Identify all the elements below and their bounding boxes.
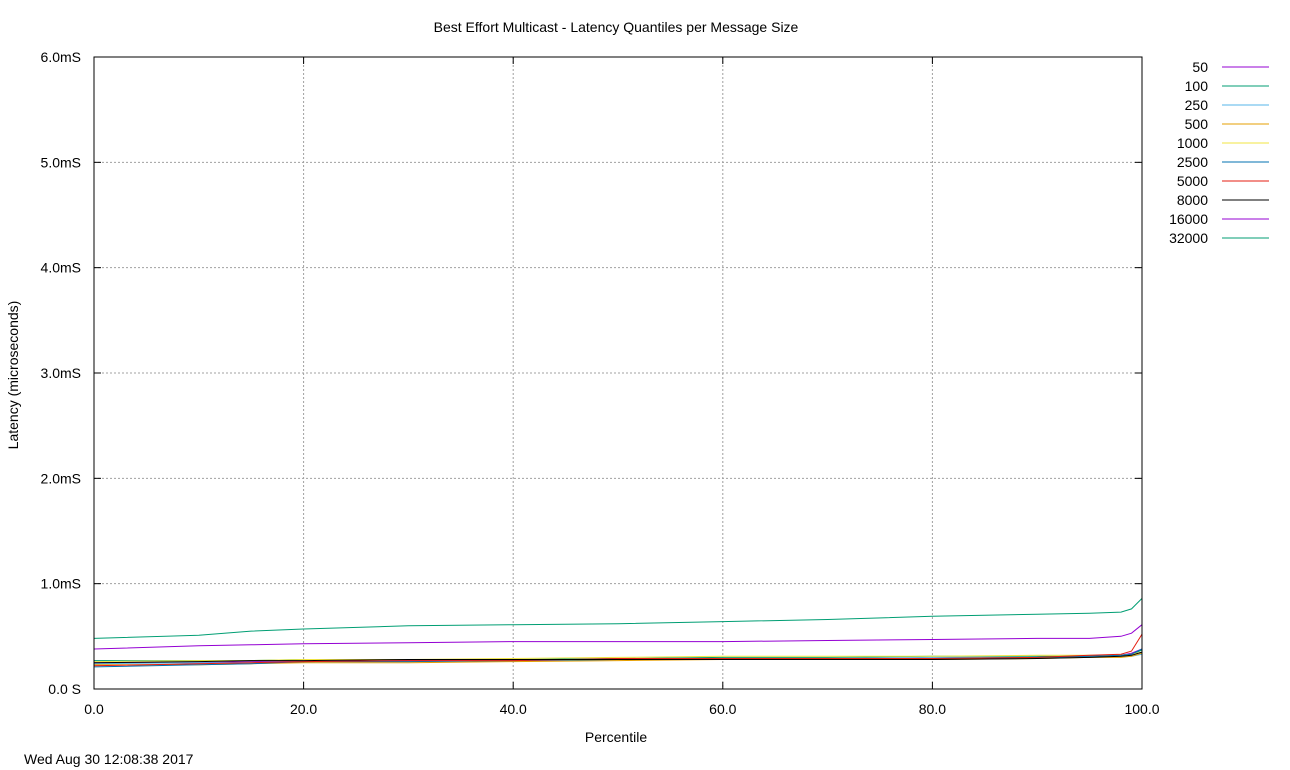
x-tick-label: 40.0 xyxy=(500,701,527,717)
legend-label: 16000 xyxy=(1169,211,1208,227)
y-tick-label: 3.0mS xyxy=(41,365,81,381)
y-tick-label: 0.0 S xyxy=(48,681,81,697)
legend-label: 2500 xyxy=(1177,154,1208,170)
legend-label: 1000 xyxy=(1177,135,1208,151)
y-axis-label: Latency (microseconds) xyxy=(5,301,21,450)
y-tick-label: 6.0mS xyxy=(41,49,81,65)
x-tick-label: 0.0 xyxy=(84,701,104,717)
legend-label: 32000 xyxy=(1169,230,1208,246)
legend-label: 500 xyxy=(1185,116,1209,132)
chart-title: Best Effort Multicast - Latency Quantile… xyxy=(434,19,799,35)
series-line-5000 xyxy=(93,633,1143,667)
legend-label: 50 xyxy=(1192,59,1208,75)
x-tick-label: 60.0 xyxy=(709,701,736,717)
series-line-8000 xyxy=(93,651,1143,664)
y-tick-label: 2.0mS xyxy=(41,470,81,486)
series-lines xyxy=(93,598,1143,668)
series-line-16000 xyxy=(93,624,1143,650)
grid-lines xyxy=(94,57,1142,689)
legend-label: 5000 xyxy=(1177,173,1208,189)
y-tick-label: 5.0mS xyxy=(41,154,81,170)
series-line-32000 xyxy=(93,598,1143,639)
x-axis-label: Percentile xyxy=(585,729,647,745)
timestamp: Wed Aug 30 12:08:38 2017 xyxy=(24,751,194,767)
y-tick-label: 1.0mS xyxy=(41,576,81,592)
plot-frame xyxy=(93,56,1143,690)
legend: 50 100 250 500 1000 2500 5000 8000 16000 32000 xyxy=(1169,59,1269,246)
x-tick-label: 20.0 xyxy=(290,701,317,717)
legend-label: 250 xyxy=(1185,97,1209,113)
legend-label: 100 xyxy=(1185,78,1209,94)
tick-labels: 0.0 20.0 40.0 60.0 80.0 100.0 0.0 S 1.0mS 2.0mS 3… xyxy=(41,49,1160,717)
legend-label: 8000 xyxy=(1177,192,1208,208)
y-tick-label: 4.0mS xyxy=(41,260,81,276)
x-tick-label: 100.0 xyxy=(1124,701,1159,717)
x-tick-label: 80.0 xyxy=(919,701,946,717)
